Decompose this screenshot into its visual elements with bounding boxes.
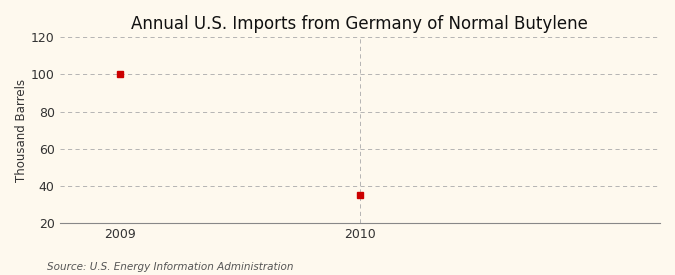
Y-axis label: Thousand Barrels: Thousand Barrels	[15, 79, 28, 182]
Text: Source: U.S. Energy Information Administration: Source: U.S. Energy Information Administ…	[47, 262, 294, 272]
Title: Annual U.S. Imports from Germany of Normal Butylene: Annual U.S. Imports from Germany of Norm…	[132, 15, 588, 33]
